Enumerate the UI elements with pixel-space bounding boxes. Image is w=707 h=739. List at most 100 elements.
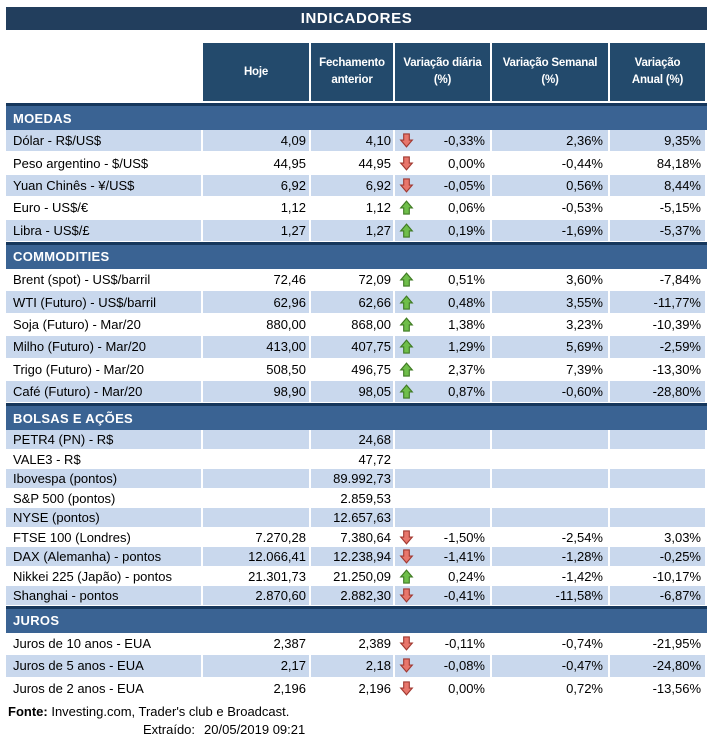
table-row: Juros de 2 anos - EUA 2,196 2,196 0,00% … [6, 678, 707, 700]
fechamento-anterior-cell: 21.250,09 [333, 568, 391, 584]
up-arrow-icon [398, 222, 414, 238]
fechamento-anterior-cell: 62,66 [311, 291, 393, 313]
row-label-cell: VALE3 - R$ [13, 451, 81, 467]
row-label-cell: Café (Futuro) - Mar/20 [6, 380, 201, 403]
hoje-cell: 2,17 [203, 655, 309, 677]
source-label: Fonte: [8, 703, 48, 719]
hoje-cell: 2,387 [273, 635, 306, 651]
variacao-diaria-cell: 0,48% [395, 291, 490, 313]
variacao-semanal-cell: -1,42% [561, 568, 603, 584]
fechamento-anterior-cell: 2,196 [358, 680, 391, 696]
down-arrow-icon [398, 635, 414, 651]
variacao-diaria-cell [395, 469, 490, 488]
variacao-semanal-cell: -1,28% [492, 547, 608, 566]
table-row: VALE3 - R$ 47,72 [6, 450, 707, 470]
section-header-moedas: MOEDAS [6, 103, 707, 130]
variacao-anual-cell: 9,35% [610, 130, 705, 152]
section-commodities: COMMODITIES Brent (spot) - US$/barril 72… [6, 241, 707, 404]
variacao-diaria-cell: 2,37% [395, 359, 490, 380]
up-arrow-icon [398, 384, 414, 400]
table-row: Nikkei 225 (Japão) - pontos 21.301,73 21… [6, 567, 707, 587]
variacao-diaria-cell [395, 489, 490, 508]
variacao-anual-cell: -10,39% [652, 316, 701, 332]
hoje-cell: 44,95 [273, 155, 306, 171]
section-title: MOEDAS [13, 110, 72, 126]
table-row: Juros de 5 anos - EUA 2,17 2,18 -0,08% -… [6, 655, 707, 678]
up-arrow-icon [398, 294, 414, 310]
section-header-juros: JUROS [6, 605, 707, 633]
report-title-bar: INDICADORES [6, 7, 707, 30]
row-label-cell: Yuan Chinês - ¥/US$ [6, 174, 201, 197]
variacao-anual-cell: -13,56% [652, 680, 701, 696]
down-arrow-icon [398, 155, 414, 171]
fechamento-anterior-cell: 6,92 [311, 174, 393, 197]
section-bolsas: BOLSAS E AÇÕES PETR4 (PN) - R$ 24,68 VAL… [6, 403, 707, 606]
variacao-anual-cell: -13,30% [652, 361, 701, 377]
hoje-cell [203, 508, 309, 527]
variacao-diaria-cell: 0,51% [395, 269, 490, 290]
extracted-label: Extraído: [143, 721, 196, 737]
table-row: Ibovespa (pontos) 89.992,73 [6, 469, 707, 489]
variacao-diaria-cell: -0,11% [395, 633, 490, 654]
row-label-cell: Milho (Futuro) - Mar/20 [6, 336, 201, 358]
table-row: Peso argentino - $/US$ 44,95 44,95 0,00%… [6, 152, 707, 175]
row-label-cell: NYSE (pontos) [6, 508, 201, 527]
extracted-line: Extraído: 20/05/2019 09:21 [6, 722, 707, 737]
variacao-diaria-cell: -0,41% [395, 586, 490, 605]
variacao-diaria-cell: -1,41% [395, 547, 490, 566]
section-juros: JUROS Juros de 10 anos - EUA 2,387 2,389… [6, 605, 707, 700]
variacao-semanal-cell: 0,56% [492, 174, 608, 197]
trend-arrow [398, 490, 414, 506]
sections-container: MOEDAS Dólar - R$/US$ 4,09 4,10 -0,33% 2… [6, 103, 707, 700]
column-header-row: Hoje Fechamento anterior Variação diária… [6, 43, 707, 101]
hoje-cell: 72,46 [273, 272, 306, 288]
fechamento-anterior-cell: 12.238,94 [311, 547, 393, 566]
extracted-timestamp: 20/05/2019 09:21 [204, 721, 306, 737]
label-column-spacer [6, 43, 201, 101]
fechamento-anterior-cell: 1,27 [311, 219, 393, 241]
variacao-semanal-cell [492, 450, 608, 469]
variacao-anual-cell: -28,80% [610, 380, 705, 403]
table-row: WTI (Futuro) - US$/barril 62,96 62,66 0,… [6, 291, 707, 314]
hoje-cell: 4,09 [203, 130, 309, 152]
section-rows: Dólar - R$/US$ 4,09 4,10 -0,33% 2,36% 9,… [6, 130, 707, 242]
variacao-semanal-cell: -0,47% [492, 655, 608, 677]
row-label-cell: PETR4 (PN) - R$ [6, 430, 201, 449]
table-row: DAX (Alemanha) - pontos 12.066,41 12.238… [6, 547, 707, 567]
variacao-semanal-cell: -0,60% [492, 380, 608, 403]
table-row: Café (Futuro) - Mar/20 98,90 98,05 0,87%… [6, 380, 707, 404]
column-header-hoje: Hoje [203, 43, 309, 101]
table-row: NYSE (pontos) 12.657,63 [6, 508, 707, 528]
variacao-anual-cell: 3,03% [664, 529, 701, 545]
fechamento-anterior-cell: 89.992,73 [311, 469, 393, 488]
hoje-cell: 7.270,28 [255, 529, 306, 545]
row-label-cell: WTI (Futuro) - US$/barril [6, 291, 201, 313]
fechamento-anterior-cell: 496,75 [351, 361, 391, 377]
fechamento-anterior-cell: 1,12 [365, 200, 391, 216]
up-arrow-icon [398, 200, 414, 216]
section-moedas: MOEDAS Dólar - R$/US$ 4,09 4,10 -0,33% 2… [6, 103, 707, 242]
variacao-semanal-cell: -1,69% [492, 219, 608, 241]
row-label-cell: Juros de 5 anos - EUA [6, 655, 201, 677]
row-label-cell: S&P 500 (pontos) [13, 490, 116, 506]
table-row: Yuan Chinês - ¥/US$ 6,92 6,92 -0,05% 0,5… [6, 174, 707, 198]
trend-arrow [398, 432, 414, 448]
footer: Fonte: Investing.com, Trader's club e Br… [6, 704, 707, 737]
variacao-semanal-cell: 5,69% [492, 336, 608, 358]
variacao-diaria-cell: 0,00% [395, 152, 490, 173]
row-label-cell: Juros de 2 anos - EUA [13, 680, 144, 696]
variacao-diaria-cell: -0,33% [395, 130, 490, 152]
variacao-anual-cell [610, 489, 705, 508]
section-rows: Juros de 10 anos - EUA 2,387 2,389 -0,11… [6, 633, 707, 700]
fechamento-anterior-cell: 7.380,64 [340, 529, 391, 545]
variacao-semanal-cell: -0,53% [561, 200, 603, 216]
variacao-anual-cell: -24,80% [610, 655, 705, 677]
variacao-anual-cell: -10,17% [652, 568, 701, 584]
row-label-cell: Soja (Futuro) - Mar/20 [13, 316, 141, 332]
table-row: Libra - US$/£ 1,27 1,27 0,19% -1,69% -5,… [6, 219, 707, 242]
variacao-semanal-cell [492, 489, 608, 508]
source-line: Fonte: Investing.com, Trader's club e Br… [6, 704, 707, 719]
up-arrow-icon [398, 568, 414, 584]
hoje-cell [203, 430, 309, 449]
